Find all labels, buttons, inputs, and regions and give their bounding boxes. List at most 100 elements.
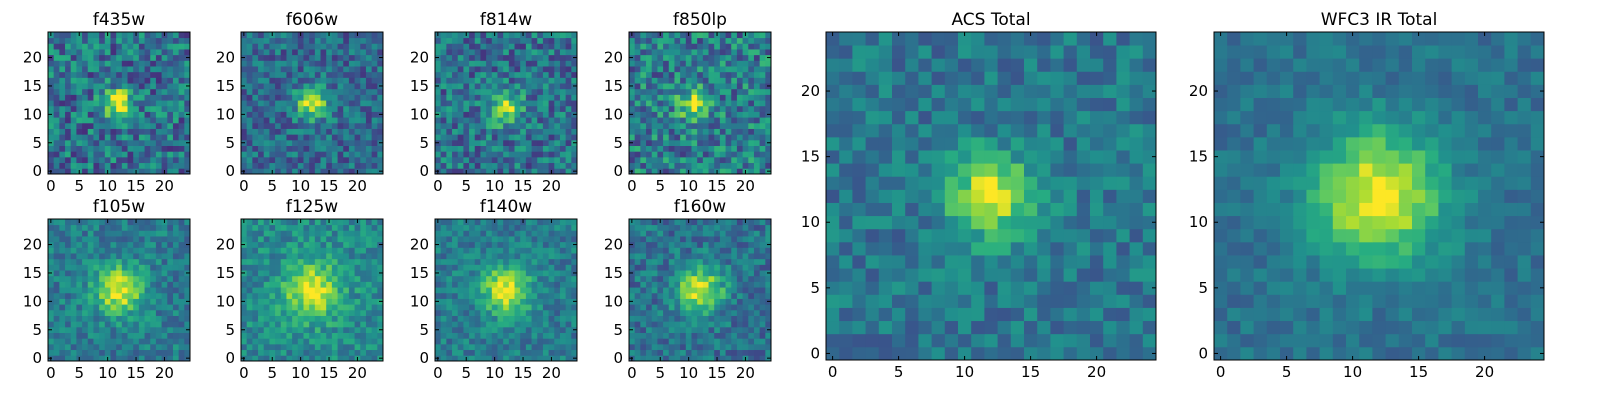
heatmap-cell — [320, 304, 327, 311]
heatmap-cell — [144, 49, 151, 56]
heatmap-cell — [314, 139, 321, 146]
heatmap-cell — [252, 168, 259, 175]
heatmap-cell — [48, 258, 55, 265]
heatmap-cell — [337, 253, 344, 260]
heatmap-cell — [474, 270, 481, 277]
heatmap-cell — [360, 304, 367, 311]
heatmap-cell — [343, 117, 350, 124]
heatmap-cell — [542, 122, 549, 129]
heatmap-cell — [241, 253, 248, 260]
heatmap-cell — [144, 117, 151, 124]
heatmap-cell — [377, 60, 384, 67]
heatmap-cell — [93, 258, 100, 265]
heatmap-cell — [246, 100, 253, 107]
heatmap-cell — [314, 128, 321, 135]
heatmap-cell — [480, 332, 487, 339]
heatmap-cell — [457, 236, 464, 243]
heatmap-cell — [87, 49, 94, 56]
heatmap-cell — [537, 264, 544, 271]
heatmap-cell — [753, 94, 761, 101]
heatmap-cell — [70, 134, 77, 141]
heatmap-cell — [70, 43, 77, 50]
heatmap-cell — [241, 49, 248, 56]
heatmap-cell — [753, 275, 761, 282]
heatmap-cell — [508, 309, 515, 316]
heatmap-cell — [514, 111, 521, 118]
heatmap-cell — [178, 355, 185, 362]
heatmap-cell — [320, 321, 327, 328]
heatmap-cell — [365, 156, 373, 164]
heatmap-cell — [736, 281, 743, 288]
heatmap-cell — [731, 145, 738, 152]
heatmap-cell — [440, 275, 447, 282]
heatmap-cell — [258, 338, 265, 345]
heatmap-cell — [668, 88, 675, 95]
heatmap-cell — [629, 145, 636, 152]
heatmap-cell — [82, 332, 89, 339]
heatmap-cell — [161, 230, 168, 237]
heatmap-cell — [104, 321, 111, 328]
heatmap-cell — [320, 258, 327, 265]
heatmap-cell — [246, 292, 253, 299]
heatmap-cell — [348, 332, 355, 339]
heatmap-cell — [508, 139, 515, 146]
heatmap-cell — [554, 230, 561, 237]
heatmap-cell — [314, 54, 321, 61]
heatmap-cell — [469, 258, 476, 265]
heatmap-cell — [371, 253, 378, 260]
heatmap-cell — [150, 355, 157, 362]
heatmap-cell — [172, 168, 180, 175]
heatmap-cell — [697, 100, 704, 107]
heatmap-cell — [138, 77, 145, 84]
heatmap-cell — [486, 156, 493, 164]
heatmap-cell — [269, 287, 276, 294]
heatmap-cell — [446, 275, 453, 282]
heatmap-cell — [59, 236, 66, 243]
heatmap-cell — [486, 349, 493, 356]
heatmap-cell — [646, 145, 653, 152]
heatmap-cell — [486, 43, 493, 50]
heatmap-cell — [742, 151, 749, 158]
heatmap-cell — [571, 134, 578, 141]
heatmap-cell — [548, 332, 555, 339]
heatmap-cell — [525, 264, 532, 271]
heatmap-cell — [629, 321, 636, 328]
heatmap-cell — [668, 315, 675, 322]
heatmap-cell — [697, 168, 704, 175]
heatmap-cell — [503, 264, 510, 271]
heatmap-cell — [748, 71, 755, 78]
heatmap-cell — [463, 100, 470, 107]
heatmap-cell — [354, 258, 361, 265]
heatmap-cell — [497, 349, 504, 356]
heatmap-cell — [167, 117, 174, 124]
heatmap-cell — [70, 60, 77, 67]
heatmap-cell — [348, 343, 355, 351]
heatmap-cell — [371, 224, 378, 231]
heatmap-cell — [138, 117, 145, 124]
heatmap-cell — [292, 100, 299, 107]
heatmap-cell — [748, 168, 755, 175]
heatmap-cell — [275, 298, 282, 305]
heatmap-cell — [314, 292, 321, 299]
heatmap-cell — [167, 298, 174, 305]
y-tick-label: 20 — [410, 236, 429, 254]
heatmap-cell — [320, 281, 327, 288]
heatmap-cell — [440, 309, 447, 316]
heatmap-cell — [133, 304, 140, 311]
heatmap-cell — [508, 292, 515, 299]
heatmap-cell — [314, 162, 321, 169]
heatmap-cell — [65, 60, 72, 67]
heatmap-cell — [53, 230, 60, 237]
heatmap-cell — [486, 37, 493, 44]
heatmap-cell — [93, 236, 100, 243]
heatmap-cell — [765, 145, 772, 152]
heatmap-cell — [246, 111, 253, 118]
heatmap-cell — [542, 54, 549, 61]
heatmap-cell — [303, 151, 310, 158]
heatmap-cell — [542, 343, 549, 351]
heatmap-cell — [172, 117, 180, 124]
heatmap-cell — [446, 264, 453, 271]
heatmap-cell — [155, 315, 162, 322]
heatmap-cell — [343, 105, 350, 112]
heatmap-cell — [531, 83, 538, 90]
